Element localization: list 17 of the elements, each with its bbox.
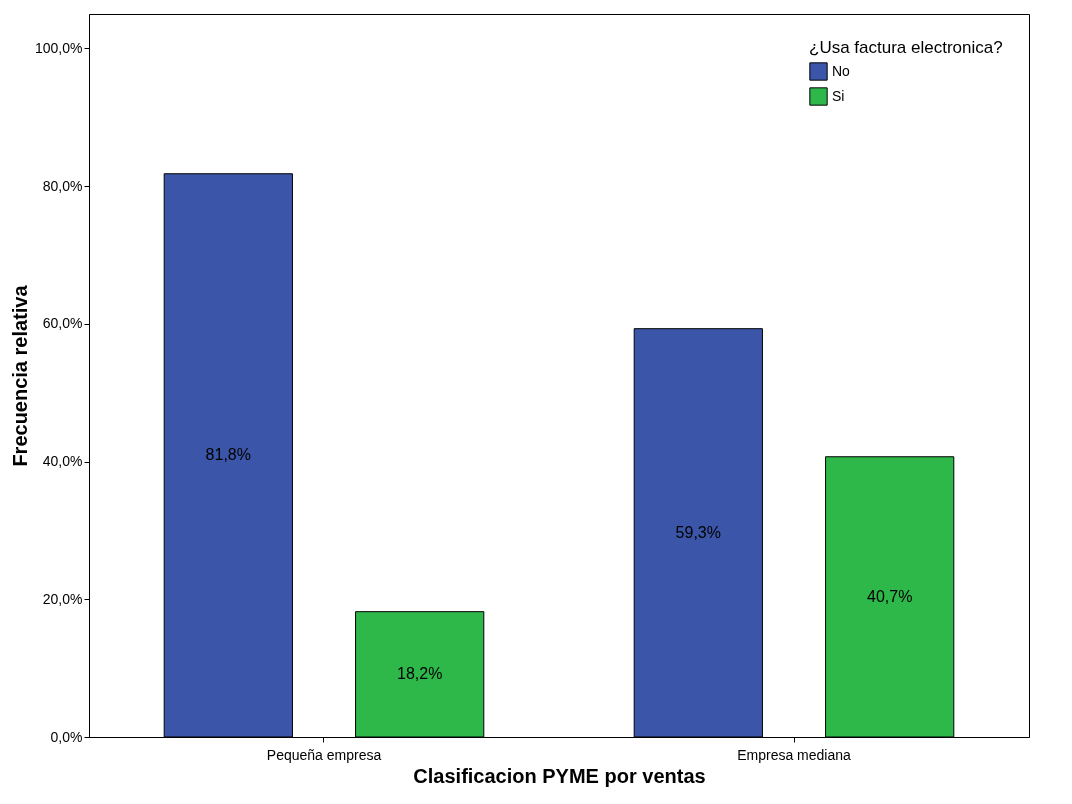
y-axis-title: Frecuencia relativa <box>9 284 32 467</box>
legend-label: Si <box>832 87 845 104</box>
y-tick-label: 40,0% <box>42 453 83 470</box>
y-tick-label: 100,0% <box>35 39 83 56</box>
data-label: 81,8% <box>205 446 251 464</box>
legend-title: ¿Usa factura electronica? <box>809 38 1003 57</box>
y-tick-label: 0,0% <box>50 728 83 745</box>
y-tick-label: 80,0% <box>42 177 83 194</box>
x-tick-label: Pequeña empresa <box>266 746 382 763</box>
y-tick-label: 20,0% <box>42 590 83 607</box>
data-label: 40,7% <box>867 587 913 605</box>
legend-label: No <box>832 62 851 79</box>
x-tick-label: Empresa mediana <box>737 746 852 763</box>
data-label: 18,2% <box>397 665 443 683</box>
data-label: 59,3% <box>675 523 721 541</box>
x-axis-title: Clasificacion PYME por ventas <box>413 764 706 787</box>
y-tick-label: 60,0% <box>42 315 83 332</box>
